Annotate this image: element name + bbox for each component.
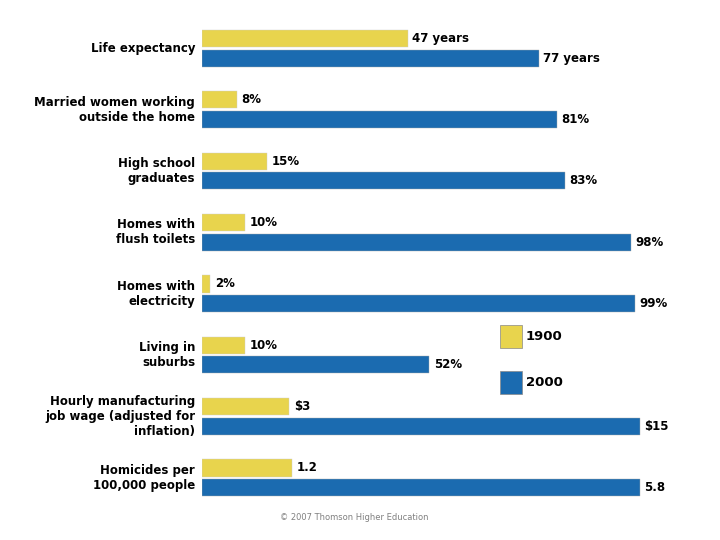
Text: 99%: 99%	[640, 297, 668, 310]
Text: Married women working
outside the home: Married women working outside the home	[35, 96, 195, 124]
Text: 1900: 1900	[526, 330, 562, 343]
Bar	[202, 91, 237, 109]
Text: © 2007 Thomson Higher Education: © 2007 Thomson Higher Education	[281, 513, 429, 522]
Text: 83%: 83%	[570, 174, 598, 187]
Text: $3: $3	[294, 400, 310, 413]
Text: Life expectancy: Life expectancy	[91, 42, 195, 55]
Text: 47 years: 47 years	[412, 32, 469, 45]
Bar	[202, 356, 430, 374]
Text: High school
graduates: High school graduates	[118, 157, 195, 185]
Text: 2000: 2000	[526, 376, 563, 389]
Bar	[202, 479, 640, 496]
Text: 81%: 81%	[561, 113, 589, 126]
Bar	[202, 336, 246, 354]
Text: 15%: 15%	[271, 155, 300, 168]
Bar	[202, 460, 292, 477]
Bar	[202, 234, 631, 251]
Text: 10%: 10%	[250, 216, 278, 229]
Text: 52%: 52%	[434, 359, 462, 372]
Text: Homes with
electricity: Homes with electricity	[117, 280, 195, 308]
Bar	[202, 398, 289, 415]
Text: $15: $15	[644, 420, 669, 433]
Bar	[202, 295, 636, 312]
Bar	[202, 153, 267, 170]
Bar	[202, 417, 640, 435]
Text: 10%: 10%	[250, 339, 278, 352]
Bar	[202, 50, 539, 67]
Bar	[202, 111, 557, 128]
Text: 2%: 2%	[215, 278, 235, 291]
Bar	[202, 275, 210, 293]
Bar	[202, 172, 565, 190]
FancyBboxPatch shape	[500, 325, 521, 348]
Text: Homes with
flush toilets: Homes with flush toilets	[116, 218, 195, 246]
FancyBboxPatch shape	[500, 371, 521, 394]
Text: Hourly manufacturing
job wage (adjusted for
inflation): Hourly manufacturing job wage (adjusted …	[45, 395, 195, 438]
Bar	[202, 214, 246, 231]
Text: Living in
suburbs: Living in suburbs	[139, 341, 195, 369]
Text: 8%: 8%	[241, 93, 261, 106]
Bar	[202, 30, 408, 47]
Text: Homicides per
100,000 people: Homicides per 100,000 people	[93, 464, 195, 492]
Text: 98%: 98%	[636, 235, 664, 249]
Text: 1.2: 1.2	[297, 462, 318, 475]
Text: 77 years: 77 years	[544, 52, 600, 65]
Text: 5.8: 5.8	[644, 481, 665, 494]
